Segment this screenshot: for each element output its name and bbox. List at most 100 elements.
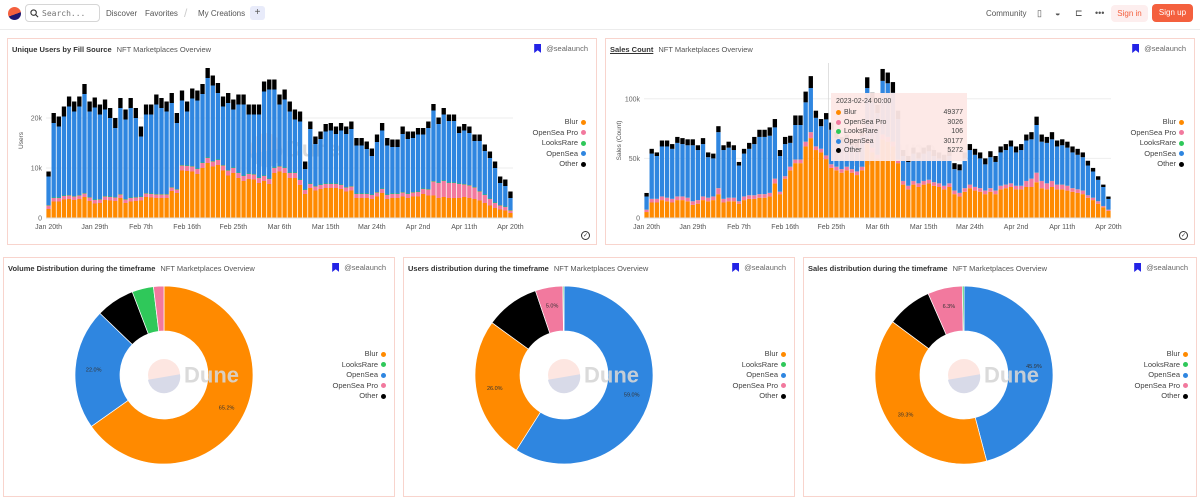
bar-segment-looksrare[interactable] xyxy=(308,184,312,185)
bar-segment-blur[interactable] xyxy=(1029,187,1033,218)
legend-item-looksrare[interactable]: LooksRare xyxy=(1135,360,1188,371)
bar-segment-blur[interactable] xyxy=(200,168,204,218)
bar-segment-opensea[interactable] xyxy=(190,99,194,167)
bar-segment-looksrare[interactable] xyxy=(380,189,384,190)
bar-segment-other[interactable] xyxy=(467,127,471,134)
bar-segment-opensea-pro[interactable] xyxy=(329,184,333,188)
discord-icon[interactable]: ◒ xyxy=(1055,8,1060,18)
bar-segment-opensea[interactable] xyxy=(282,100,286,168)
bar-segment-opensea[interactable] xyxy=(477,141,481,191)
bar-segment-opensea-pro[interactable] xyxy=(906,186,910,190)
bar-segment-opensea-pro[interactable] xyxy=(493,203,497,208)
bar-segment-other[interactable] xyxy=(701,138,705,144)
bar-segment-other[interactable] xyxy=(1096,176,1100,180)
bar-segment-opensea[interactable] xyxy=(752,144,756,195)
bar-segment-opensea[interactable] xyxy=(395,147,399,194)
bar-segment-opensea[interactable] xyxy=(978,158,982,188)
bar-segment-opensea[interactable] xyxy=(303,169,307,190)
bar-segment-opensea[interactable] xyxy=(298,122,302,180)
bar-segment-blur[interactable] xyxy=(380,193,384,218)
bar-segment-opensea[interactable] xyxy=(180,101,184,166)
bar-segment-looksrare[interactable] xyxy=(349,186,353,187)
bar-segment-opensea[interactable] xyxy=(716,132,720,188)
bar-segment-other[interactable] xyxy=(339,123,343,131)
bar-segment-other[interactable] xyxy=(737,162,741,166)
bar-segment-blur[interactable] xyxy=(978,192,982,218)
bar-segment-looksrare[interactable] xyxy=(411,192,415,193)
bar-segment-other[interactable] xyxy=(236,95,240,105)
bar-segment-other[interactable] xyxy=(757,130,761,137)
bar-segment-opensea[interactable] xyxy=(411,138,415,192)
bar-segment-blur[interactable] xyxy=(870,152,874,218)
bar-segment-blur[interactable] xyxy=(875,158,879,218)
bar-segment-other[interactable] xyxy=(721,145,725,150)
bar-segment-other[interactable] xyxy=(1101,185,1105,187)
bar-segment-opensea[interactable] xyxy=(783,144,787,176)
bar-segment-other[interactable] xyxy=(988,151,992,157)
bar-segment-other[interactable] xyxy=(226,93,230,103)
bar-segment-opensea[interactable] xyxy=(1091,172,1095,198)
bar-segment-opensea-pro[interactable] xyxy=(752,195,756,199)
bar-segment-blur[interactable] xyxy=(236,178,240,218)
bar-segment-opensea-pro[interactable] xyxy=(1060,185,1064,190)
bar-segment-other[interactable] xyxy=(1050,132,1054,139)
bar-segment-other[interactable] xyxy=(498,177,502,184)
bar-segment-other[interactable] xyxy=(1065,142,1069,148)
bar-segment-blur[interactable] xyxy=(845,170,849,218)
docs-icon[interactable]: ▯ xyxy=(1037,8,1042,19)
bar-segment-looksrare[interactable] xyxy=(370,195,374,196)
bar-segment-opensea-pro[interactable] xyxy=(390,194,394,198)
bar-segment-other[interactable] xyxy=(113,118,117,128)
bar-segment-opensea-pro[interactable] xyxy=(170,188,174,192)
bar-segment-other[interactable] xyxy=(72,102,76,112)
bar-segment-opensea[interactable] xyxy=(957,170,961,193)
bar-segment-blur[interactable] xyxy=(947,187,951,218)
bar-segment-opensea[interactable] xyxy=(660,146,664,196)
bar-segment-opensea[interactable] xyxy=(98,115,102,200)
bar-segment-opensea-pro[interactable] xyxy=(82,194,86,198)
bar-segment-opensea-pro[interactable] xyxy=(472,188,476,200)
bar-segment-opensea-pro[interactable] xyxy=(339,185,343,189)
bar-segment-other[interactable] xyxy=(778,150,782,156)
bar-segment-opensea-pro[interactable] xyxy=(711,197,715,201)
bar-segment-other[interactable] xyxy=(370,149,374,157)
bar-segment-blur[interactable] xyxy=(993,194,997,218)
bar-segment-blur[interactable] xyxy=(706,201,710,218)
bar-segment-opensea[interactable] xyxy=(118,108,122,194)
legend-item-looksrare[interactable]: LooksRare xyxy=(333,360,386,371)
bar-segment-looksrare[interactable] xyxy=(365,194,369,195)
bar-segment-other[interactable] xyxy=(318,132,322,140)
bar-segment-opensea[interactable] xyxy=(457,133,461,184)
bar-segment-opensea[interactable] xyxy=(1040,142,1044,181)
bar-segment-opensea[interactable] xyxy=(72,112,76,197)
bar-segment-other[interactable] xyxy=(803,92,807,103)
bar-segment-opensea[interactable] xyxy=(365,149,369,194)
bar-segment-looksrare[interactable] xyxy=(390,194,394,195)
bar-segment-other[interactable] xyxy=(1024,135,1028,141)
bar-segment-opensea[interactable] xyxy=(231,110,235,168)
bar-segment-looksrare[interactable] xyxy=(103,196,107,197)
bar-segment-opensea-pro[interactable] xyxy=(993,191,997,195)
bar-segment-blur[interactable] xyxy=(406,198,410,218)
bar-segment-other[interactable] xyxy=(655,152,659,156)
bar-segment-other[interactable] xyxy=(508,192,512,199)
bar-segment-opensea[interactable] xyxy=(483,151,487,195)
bar-segment-opensea-pro[interactable] xyxy=(824,156,828,160)
bar-segment-opensea-pro[interactable] xyxy=(747,195,751,199)
bar-segment-blur[interactable] xyxy=(354,198,358,218)
bar-segment-blur[interactable] xyxy=(231,173,235,218)
bar-segment-blur[interactable] xyxy=(190,172,194,219)
bar-segment-blur[interactable] xyxy=(1050,187,1054,218)
bar-segment-looksrare[interactable] xyxy=(87,197,91,198)
bar-segment-opensea[interactable] xyxy=(293,120,297,173)
bar-segment-blur[interactable] xyxy=(293,178,297,218)
bar-segment-opensea[interactable] xyxy=(123,120,127,200)
bar-segment-blur[interactable] xyxy=(803,146,807,218)
bar-segment-opensea-pro[interactable] xyxy=(318,185,322,189)
bar-segment-blur[interactable] xyxy=(503,211,507,219)
bar-segment-opensea-pro[interactable] xyxy=(1055,185,1059,190)
bar-segment-other[interactable] xyxy=(783,137,787,144)
bar-segment-other[interactable] xyxy=(957,164,961,170)
bar-segment-other[interactable] xyxy=(809,76,813,88)
bar-segment-other[interactable] xyxy=(195,91,199,101)
